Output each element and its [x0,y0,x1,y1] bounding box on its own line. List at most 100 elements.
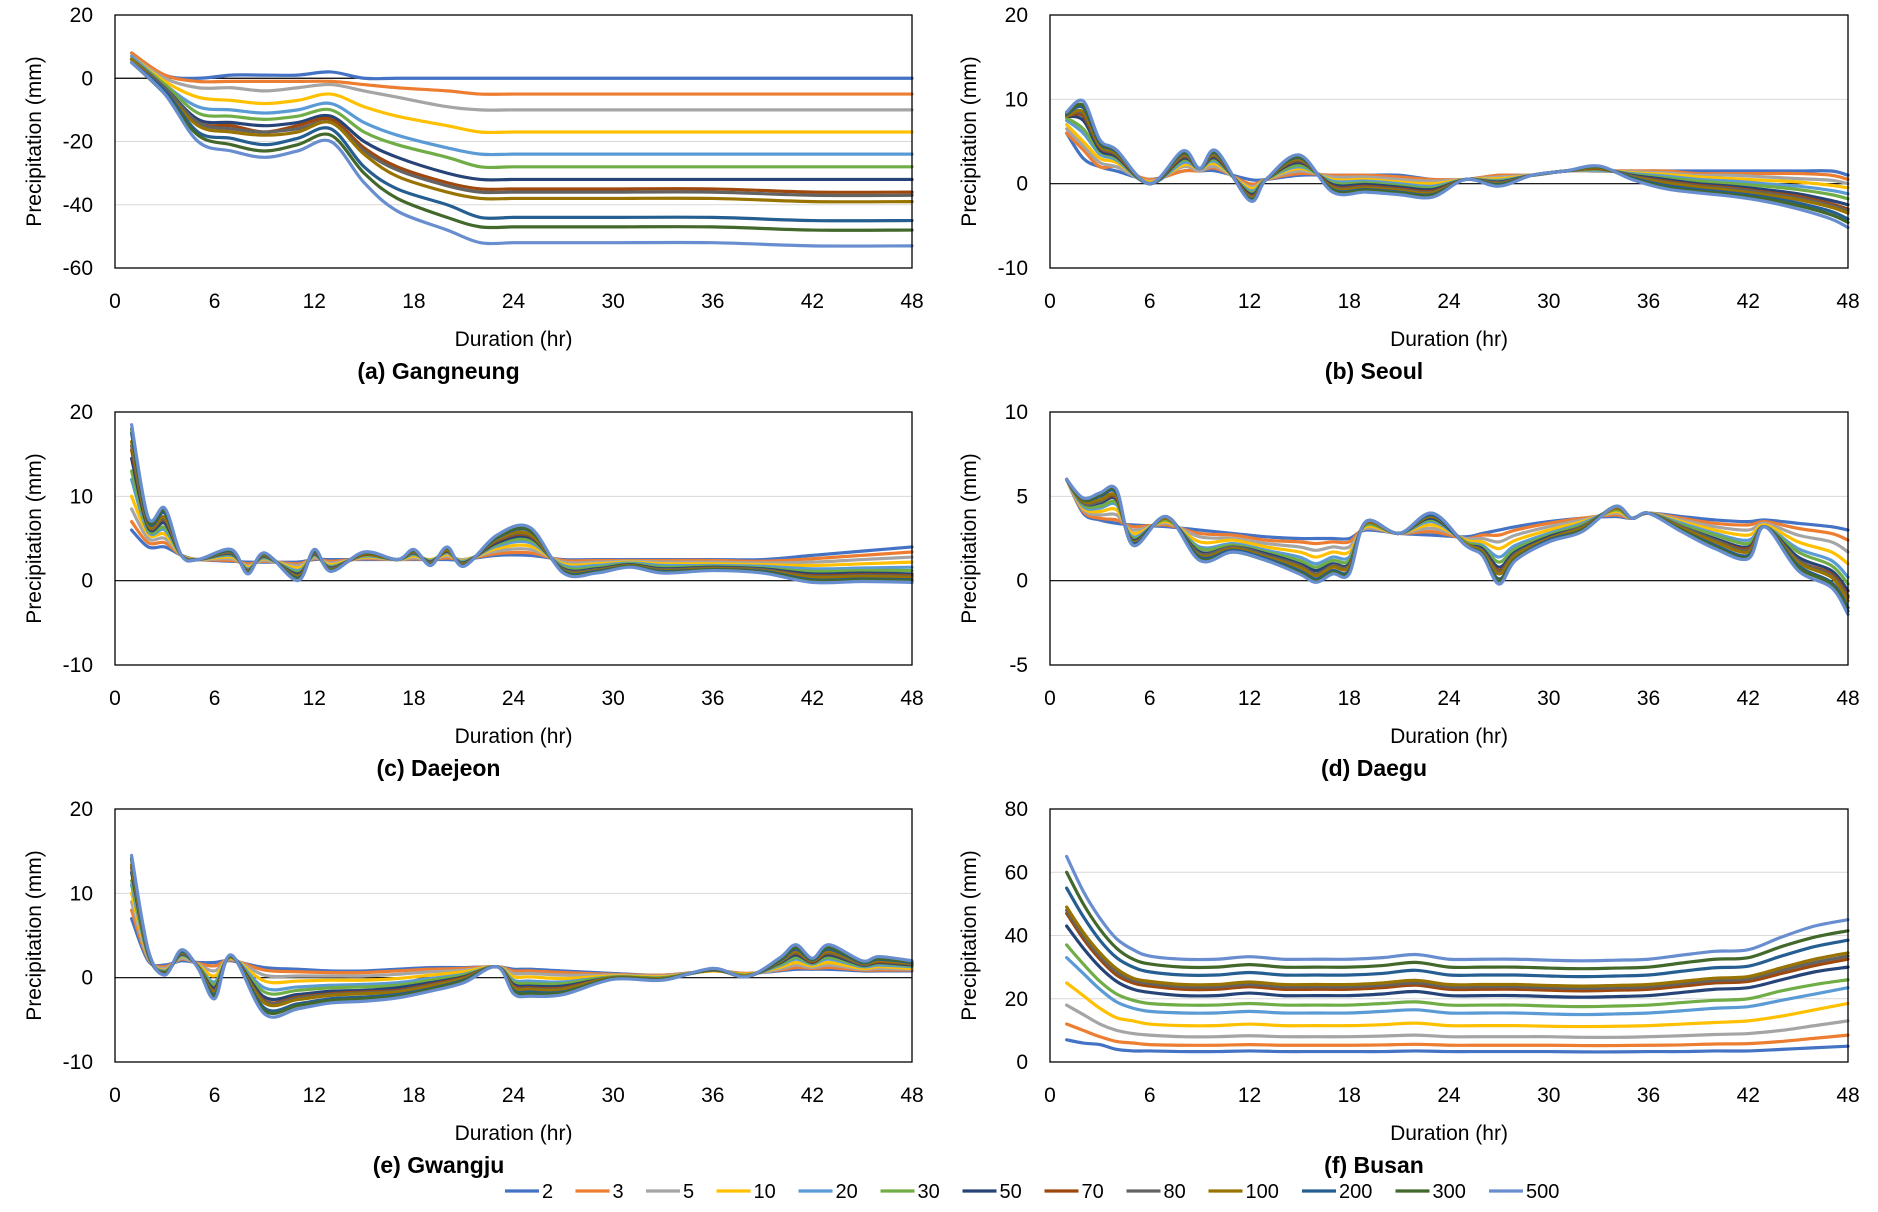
series-line-30 [1065,943,1850,1009]
chart-panel-d: -5 0 5 10 0 6 12 18 24 30 36 42 48 Duration (hr) Preci… [958,401,1860,781]
x-tick-label: 36 [701,1084,724,1107]
legend-item-70: 70 [1044,1181,1104,1203]
plot-frame [114,411,913,666]
legend-item-5: 5 [646,1181,694,1203]
series-line-70 [130,57,914,194]
panel-caption: (e) Gwangju [373,1152,505,1178]
series-line-70 [1065,911,1850,993]
series-line-50 [1065,924,1850,999]
x-tick-label: 12 [303,687,326,710]
plot-frame [114,808,913,1063]
y-tick-label: 10 [1005,88,1028,111]
series-line-2 [1065,1038,1850,1054]
x-tick-label: 30 [601,1084,624,1107]
y-axis-title: Precipitation (mm) [958,850,981,1020]
y-tick-label: 0 [1016,173,1028,196]
legend-item-50: 50 [962,1181,1022,1203]
y-tick-label: 80 [1005,798,1028,821]
legend-label: 300 [1433,1181,1466,1203]
x-tick-label: 36 [1637,290,1660,313]
y-tick-label: 0 [1016,1051,1028,1074]
plot-frame [1049,411,1849,666]
legend-label: 30 [918,1181,940,1203]
series-line-100 [130,57,914,204]
x-tick-label: 30 [1537,290,1560,313]
chart-panel-e: -10 0 10 20 0 6 12 18 24 30 36 42 48 Duration (hr) Pre… [23,798,924,1178]
legend-item-3: 3 [575,1181,624,1203]
x-tick-label: 6 [1144,290,1156,313]
series-line-500 [1065,854,1850,963]
y-tick-label: -10 [63,654,93,677]
series-group [130,853,914,1019]
x-tick-label: 18 [402,687,425,710]
legend: 2 3 5 10 20 30 50 70 80 100 200 300 500 [505,1181,1559,1203]
x-axis-title: Duration (hr) [1390,1122,1508,1145]
series-line-3 [1065,1022,1850,1048]
series-line-500 [1065,477,1850,616]
x-tick-label: 12 [1238,687,1261,710]
series-line-30 [130,57,914,170]
x-tick-label: 42 [801,1084,824,1107]
legend-label: 5 [683,1181,694,1203]
y-tick-label: 10 [70,485,93,508]
chart-panel-f: 0 20 40 60 80 0 6 12 18 24 30 36 42 48 Duration (hr) Pr… [958,798,1860,1178]
legend-label: 80 [1164,1181,1186,1203]
x-tick-label: 42 [1737,1084,1760,1107]
y-tick-label: 10 [70,882,93,905]
panel-caption: (f) Busan [1324,1152,1424,1178]
series-line-10 [1065,981,1850,1029]
x-tick-label: 6 [209,290,221,313]
x-tick-label: 30 [601,687,624,710]
series-line-200 [1065,886,1850,979]
panel-caption: (b) Seoul [1325,358,1423,384]
y-axis-title: Precipitation (mm) [958,453,981,623]
series-group [1065,854,1850,1054]
series-line-20 [130,54,914,157]
plot-frame [114,14,913,269]
y-tick-label: 20 [70,4,93,27]
series-line-80 [1065,908,1850,990]
x-tick-label: 12 [1238,290,1261,313]
x-tick-label: 6 [1144,1084,1156,1107]
series-line-3 [130,51,914,96]
x-tick-label: 36 [701,687,724,710]
legend-label: 3 [613,1181,624,1203]
x-tick-label: 6 [209,1084,221,1107]
panel-caption: (c) Daejeon [377,755,501,781]
x-axis-title: Duration (hr) [1390,328,1508,351]
legend-label: 20 [836,1181,858,1203]
legend-item-500: 500 [1489,1181,1559,1203]
legend-item-300: 300 [1395,1181,1466,1203]
chart-panel-a: -60 -40 -20 0 20 0 6 12 18 24 30 36 42 48 Duration (hr… [23,4,924,384]
x-tick-label: 42 [1737,290,1760,313]
x-tick-label: 0 [1044,687,1056,710]
legend-item-30: 30 [880,1181,940,1203]
x-axis-title: Duration (hr) [455,1122,573,1145]
x-tick-label: 36 [1637,687,1660,710]
series-line-300 [1065,870,1850,971]
legend-label: 10 [754,1181,776,1203]
x-tick-label: 30 [1537,687,1560,710]
x-tick-label: 48 [900,687,923,710]
x-tick-label: 24 [1437,290,1461,313]
y-tick-label: 0 [81,967,93,990]
series-line-10 [130,54,914,135]
y-axis-title: Precipitation (mm) [23,56,46,226]
y-tick-label: 5 [1016,485,1028,508]
legend-item-80: 80 [1126,1181,1186,1203]
plot-frame [1049,808,1849,1063]
x-tick-label: 24 [1437,687,1461,710]
y-tick-label: -60 [63,257,93,280]
y-tick-label: 10 [1005,401,1028,424]
x-tick-label: 36 [701,290,724,313]
y-tick-label: 20 [1005,4,1028,27]
x-tick-label: 30 [1537,1084,1560,1107]
series-line-200 [130,60,914,223]
y-tick-label: 20 [70,798,93,821]
series-group [130,423,914,585]
x-tick-label: 6 [1144,687,1156,710]
chart-panel-b: -10 0 10 20 0 6 12 18 24 30 36 42 48 Duration (hr) Pre… [958,4,1860,384]
x-tick-label: 18 [1338,1084,1361,1107]
x-tick-label: 42 [1737,687,1760,710]
y-axis-title: Precipitation (mm) [23,850,46,1020]
